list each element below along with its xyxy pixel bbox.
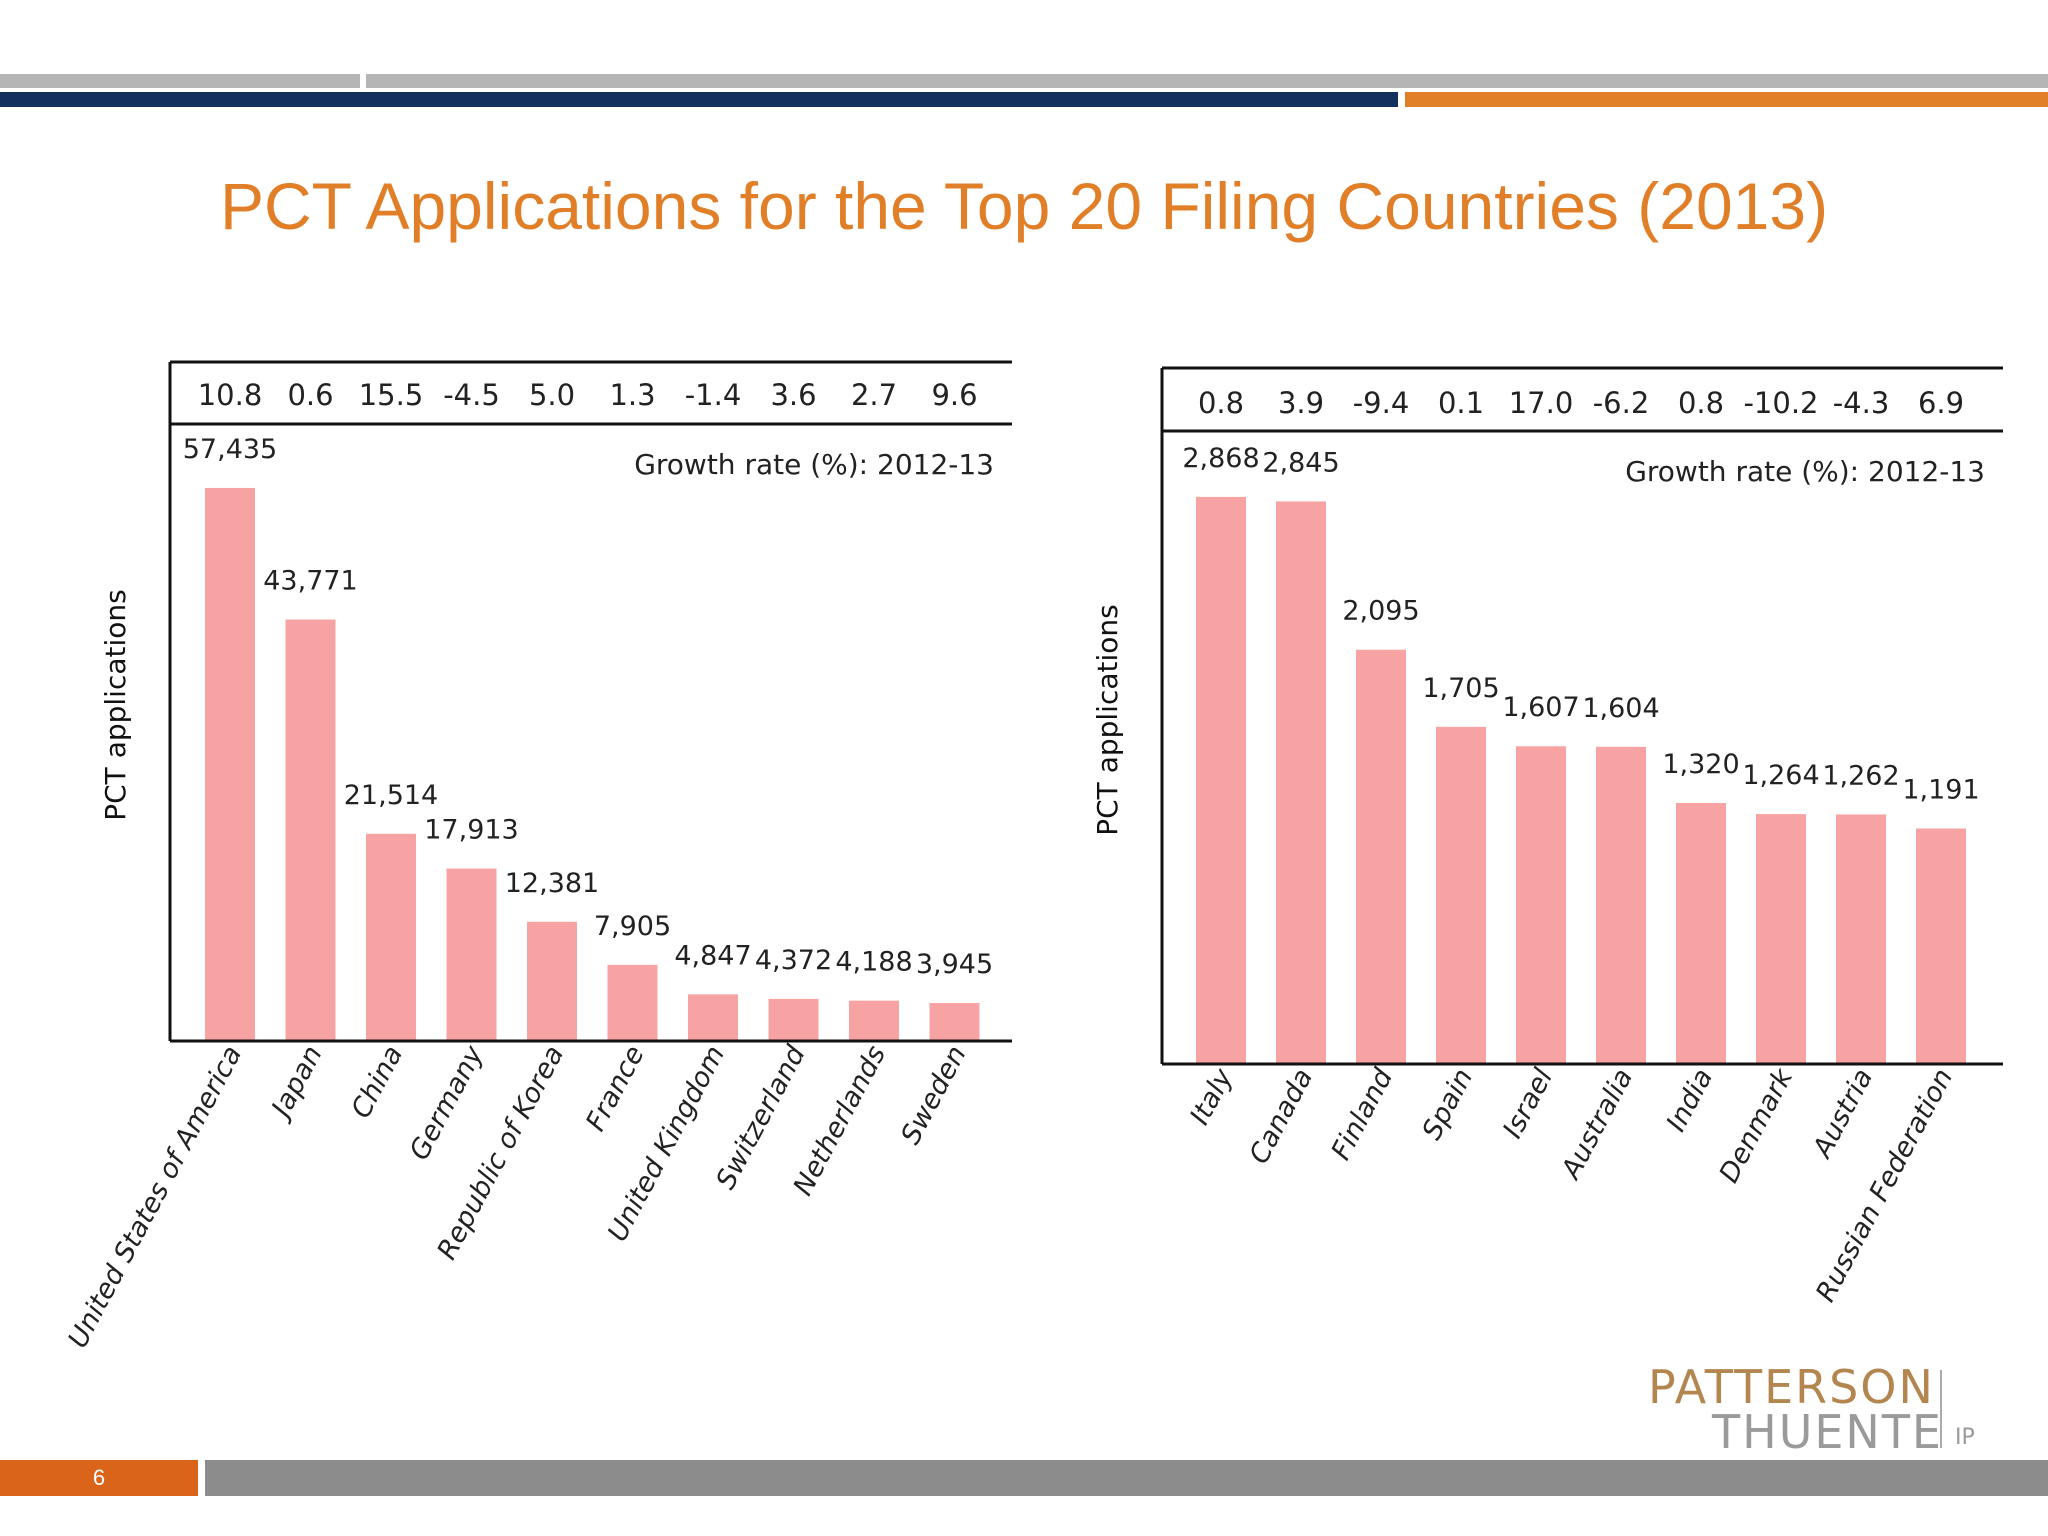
growth-rate-value: 0.8 [1678, 386, 1724, 420]
x-tick-label: Austria [1806, 1064, 1879, 1165]
x-tick-label: Israel [1497, 1063, 1559, 1143]
bar-value-label: 17,913 [424, 815, 518, 846]
slide-title: PCT Applications for the Top 20 Filing C… [219, 169, 1829, 243]
logo-thuente: THUENTE [1712, 1405, 1943, 1459]
chart-top-10-countries: Growth rate (%): 2012-13 PCT applications… [62, 360, 1012, 1353]
growth-rate-value: -6.2 [1593, 386, 1650, 420]
logo-divider [1940, 1370, 1942, 1448]
bar-switzerland [768, 998, 819, 1040]
growth-rate-value: 0.8 [1198, 386, 1244, 420]
growth-rate-value: 5.0 [529, 378, 575, 412]
bar-value-label: 21,514 [344, 780, 438, 811]
bar-finland [1356, 649, 1406, 1063]
bar-value-label: 2,868 [1182, 443, 1259, 474]
bar-value-label: 3,945 [916, 949, 993, 980]
growth-rate-value: 15.5 [359, 378, 424, 412]
growth-rate-value: 2.7 [851, 378, 897, 412]
bar-united-kingdom [688, 994, 738, 1040]
bar-value-label: 2,095 [1342, 596, 1419, 627]
bar-value-label: 2,845 [1262, 447, 1339, 478]
growth-rate-value: 9.6 [931, 378, 977, 412]
x-tick-label: Australia [1555, 1064, 1639, 1186]
growth-rate-value: 10.8 [198, 378, 263, 412]
logo-patterson: PATTERSON [1648, 1360, 1935, 1414]
bar-france [607, 964, 658, 1040]
x-tick-label: United States of America [62, 1041, 248, 1353]
bar-value-label: 7,905 [594, 911, 671, 942]
bar-value-label: 1,604 [1582, 693, 1659, 724]
growth-rate-value: 0.1 [1438, 386, 1484, 420]
x-tick-label: India [1661, 1064, 1719, 1137]
header-gray-strip-right [366, 74, 2048, 88]
growth-rate-caption: Growth rate (%): 2012-13 [634, 448, 994, 481]
growth-rate-value: 6.9 [1918, 386, 1964, 420]
growth-rate-value: -1.4 [685, 378, 742, 412]
bar-austria [1836, 814, 1886, 1063]
x-tick-label: China [346, 1041, 410, 1124]
header-gray-strip-left [0, 74, 360, 88]
x-tick-label: Canada [1244, 1064, 1320, 1169]
growth-rate-value: -10.2 [1743, 386, 1818, 420]
bar-value-label: 4,372 [755, 945, 832, 976]
bar-italy [1196, 496, 1246, 1063]
chart-next-10-countries: Growth rate (%): 2012-13 PCT applications… [1091, 366, 2003, 1307]
bar-value-label: 1,262 [1822, 760, 1899, 791]
bar-value-label: 1,607 [1502, 692, 1579, 723]
bar-australia [1596, 746, 1646, 1063]
bar-value-label: 12,381 [505, 868, 599, 899]
y-axis-label: PCT applications [1091, 604, 1124, 835]
growth-rate-value: 0.6 [287, 378, 333, 412]
growth-rate-value: -4.5 [443, 378, 500, 412]
bar-canada [1276, 501, 1326, 1063]
x-tick-label: France [580, 1041, 650, 1137]
footer-orange-block [0, 1460, 198, 1496]
bar-value-label: 1,264 [1742, 760, 1819, 791]
x-tick-label: Sweden [895, 1041, 972, 1150]
x-tick-label: Japan [264, 1041, 329, 1126]
x-tick-label: Denmark [1714, 1063, 1800, 1188]
bar-israel [1516, 746, 1566, 1063]
growth-rate-value: 1.3 [609, 378, 655, 412]
bar-netherlands [849, 1000, 899, 1040]
x-tick-label: Finland [1326, 1063, 1400, 1165]
bar-value-label: 57,435 [183, 434, 277, 465]
bar-value-label: 1,705 [1422, 673, 1499, 704]
growth-rate-value: -4.3 [1833, 386, 1890, 420]
bar-value-label: 4,847 [674, 940, 751, 971]
bar-value-label: 43,771 [263, 566, 357, 597]
bar-value-label: 1,191 [1902, 774, 1979, 805]
logo-ip: IP [1955, 1425, 1975, 1450]
growth-rate-value: 3.6 [770, 378, 816, 412]
x-tick-label: Germany [404, 1040, 490, 1165]
bar-sweden [929, 1003, 980, 1040]
bar-value-label: 4,188 [835, 947, 912, 978]
bar-spain [1436, 726, 1486, 1063]
footer-gray-strip [205, 1460, 2048, 1496]
x-tick-label: Spain [1416, 1064, 1479, 1145]
growth-rate-value: 3.9 [1278, 386, 1324, 420]
bar-india [1676, 802, 1726, 1063]
bar-united-states-of-america [205, 487, 255, 1040]
growth-rate-value: -9.4 [1353, 386, 1410, 420]
page-number: 6 [92, 1465, 106, 1490]
growth-rate-value: 17.0 [1509, 386, 1574, 420]
bar-republic-of-korea [527, 921, 577, 1040]
bar-denmark [1756, 814, 1806, 1063]
y-axis-label: PCT applications [99, 589, 132, 820]
bar-russian-federation [1916, 828, 1966, 1063]
growth-rate-caption: Growth rate (%): 2012-13 [1625, 455, 1985, 488]
bar-china [366, 833, 416, 1040]
bar-germany [446, 868, 497, 1040]
header-navy-strip [0, 92, 1398, 107]
x-tick-label: Italy [1184, 1063, 1239, 1130]
bar-value-label: 1,320 [1662, 749, 1739, 780]
header-orange-strip [1405, 92, 2048, 107]
bar-japan [285, 619, 336, 1040]
